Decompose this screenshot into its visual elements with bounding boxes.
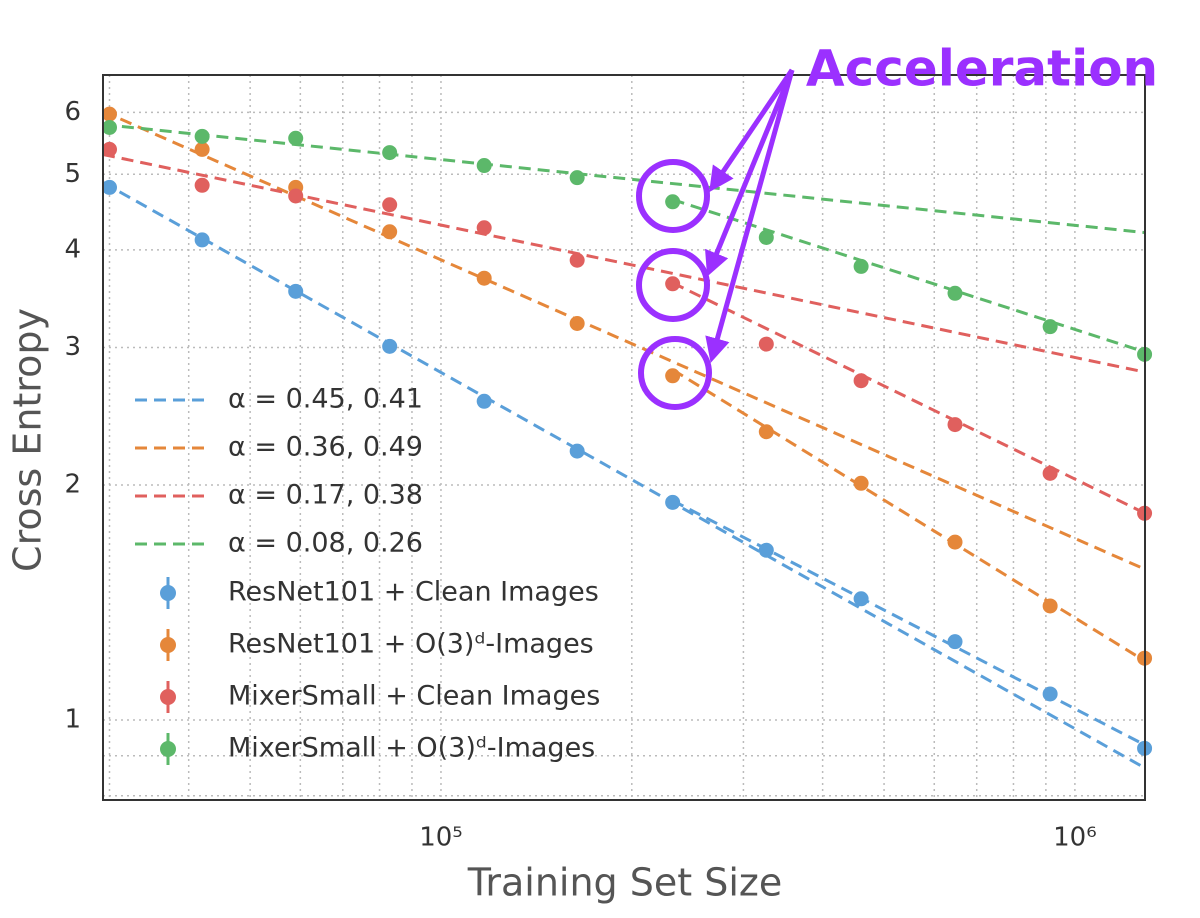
data-point (476, 393, 492, 409)
y-tick-label: 2 (64, 469, 81, 499)
data-point (569, 252, 585, 268)
legend-label: α = 0.36, 0.49 (228, 432, 423, 463)
data-point (758, 336, 774, 352)
arrow (705, 69, 795, 277)
data-point (665, 276, 681, 292)
data-point (288, 130, 304, 146)
legend-marker (160, 689, 176, 705)
data-point (758, 229, 774, 245)
fit-line (672, 198, 1146, 354)
annotation: Acceleration (636, 40, 1158, 410)
data-point (102, 106, 118, 122)
data-point (194, 128, 210, 144)
arrow (709, 68, 795, 193)
annotation-text: Acceleration (806, 40, 1158, 98)
data-point (1042, 598, 1058, 614)
legend-label: ResNet101 + Clean Images (228, 577, 599, 608)
y-axis-title: Cross Entropy (6, 308, 50, 572)
y-tick-label: 3 (64, 332, 81, 362)
data-point (947, 417, 963, 433)
data-point (665, 368, 681, 384)
x-axis-title: Training Set Size (467, 861, 783, 905)
data-point (382, 224, 398, 240)
data-point (758, 424, 774, 440)
legend-label: MixerSmall + Clean Images (228, 681, 600, 712)
highlight-circle (638, 336, 712, 410)
data-point (194, 232, 210, 248)
fit-line (102, 123, 1146, 235)
y-tick-label: 6 (64, 97, 81, 127)
legend-label: ResNet101 + O(3)ᵈ-Images (228, 629, 594, 660)
data-point (382, 197, 398, 213)
plot-frame (102, 74, 1146, 801)
data-point (194, 141, 210, 157)
legend-label: α = 0.45, 0.41 (228, 384, 423, 415)
fit-line (671, 499, 1146, 747)
data-point (382, 145, 398, 161)
data-point (1042, 319, 1058, 335)
x-tick-label: 10⁵ (419, 823, 463, 853)
fit-line (102, 153, 1146, 374)
y-tick-label: 5 (64, 159, 81, 189)
data-point (476, 158, 492, 174)
fit-line (671, 368, 1146, 663)
legend-marker (160, 741, 176, 757)
fit-line (672, 281, 1146, 515)
data-point (476, 220, 492, 236)
data-point (947, 534, 963, 550)
data-point (947, 285, 963, 301)
data-point (947, 634, 963, 650)
data-point (194, 177, 210, 193)
legend-label: α = 0.08, 0.26 (228, 528, 423, 559)
data-point (853, 591, 869, 607)
data-point (102, 119, 118, 135)
y-tick-label: 4 (64, 234, 81, 264)
data-point (382, 338, 398, 354)
data-point (665, 194, 681, 210)
fit-line (102, 181, 1146, 770)
y-tick-label: 1 (64, 705, 81, 735)
data-point (569, 443, 585, 459)
legend-label: MixerSmall + O(3)ᵈ-Images (228, 733, 595, 764)
data-point (569, 170, 585, 186)
data-point (853, 258, 869, 274)
arrow (705, 69, 795, 363)
highlight-circle (636, 248, 710, 322)
data-point (853, 373, 869, 389)
legend-label: α = 0.17, 0.38 (228, 480, 423, 511)
x-tick-label: 10⁶ (1053, 823, 1097, 853)
data-point (569, 315, 585, 331)
data-point (288, 188, 304, 204)
data-point (758, 542, 774, 558)
data-point (288, 283, 304, 299)
highlight-circle (636, 159, 710, 233)
data-point (102, 179, 118, 195)
data-point (476, 270, 492, 286)
data-point (1042, 465, 1058, 481)
legend-marker (160, 637, 176, 653)
data-point (853, 475, 869, 491)
legend-marker (160, 585, 176, 601)
data-point (102, 141, 118, 157)
data-point (1042, 686, 1058, 702)
data-point (665, 494, 681, 510)
